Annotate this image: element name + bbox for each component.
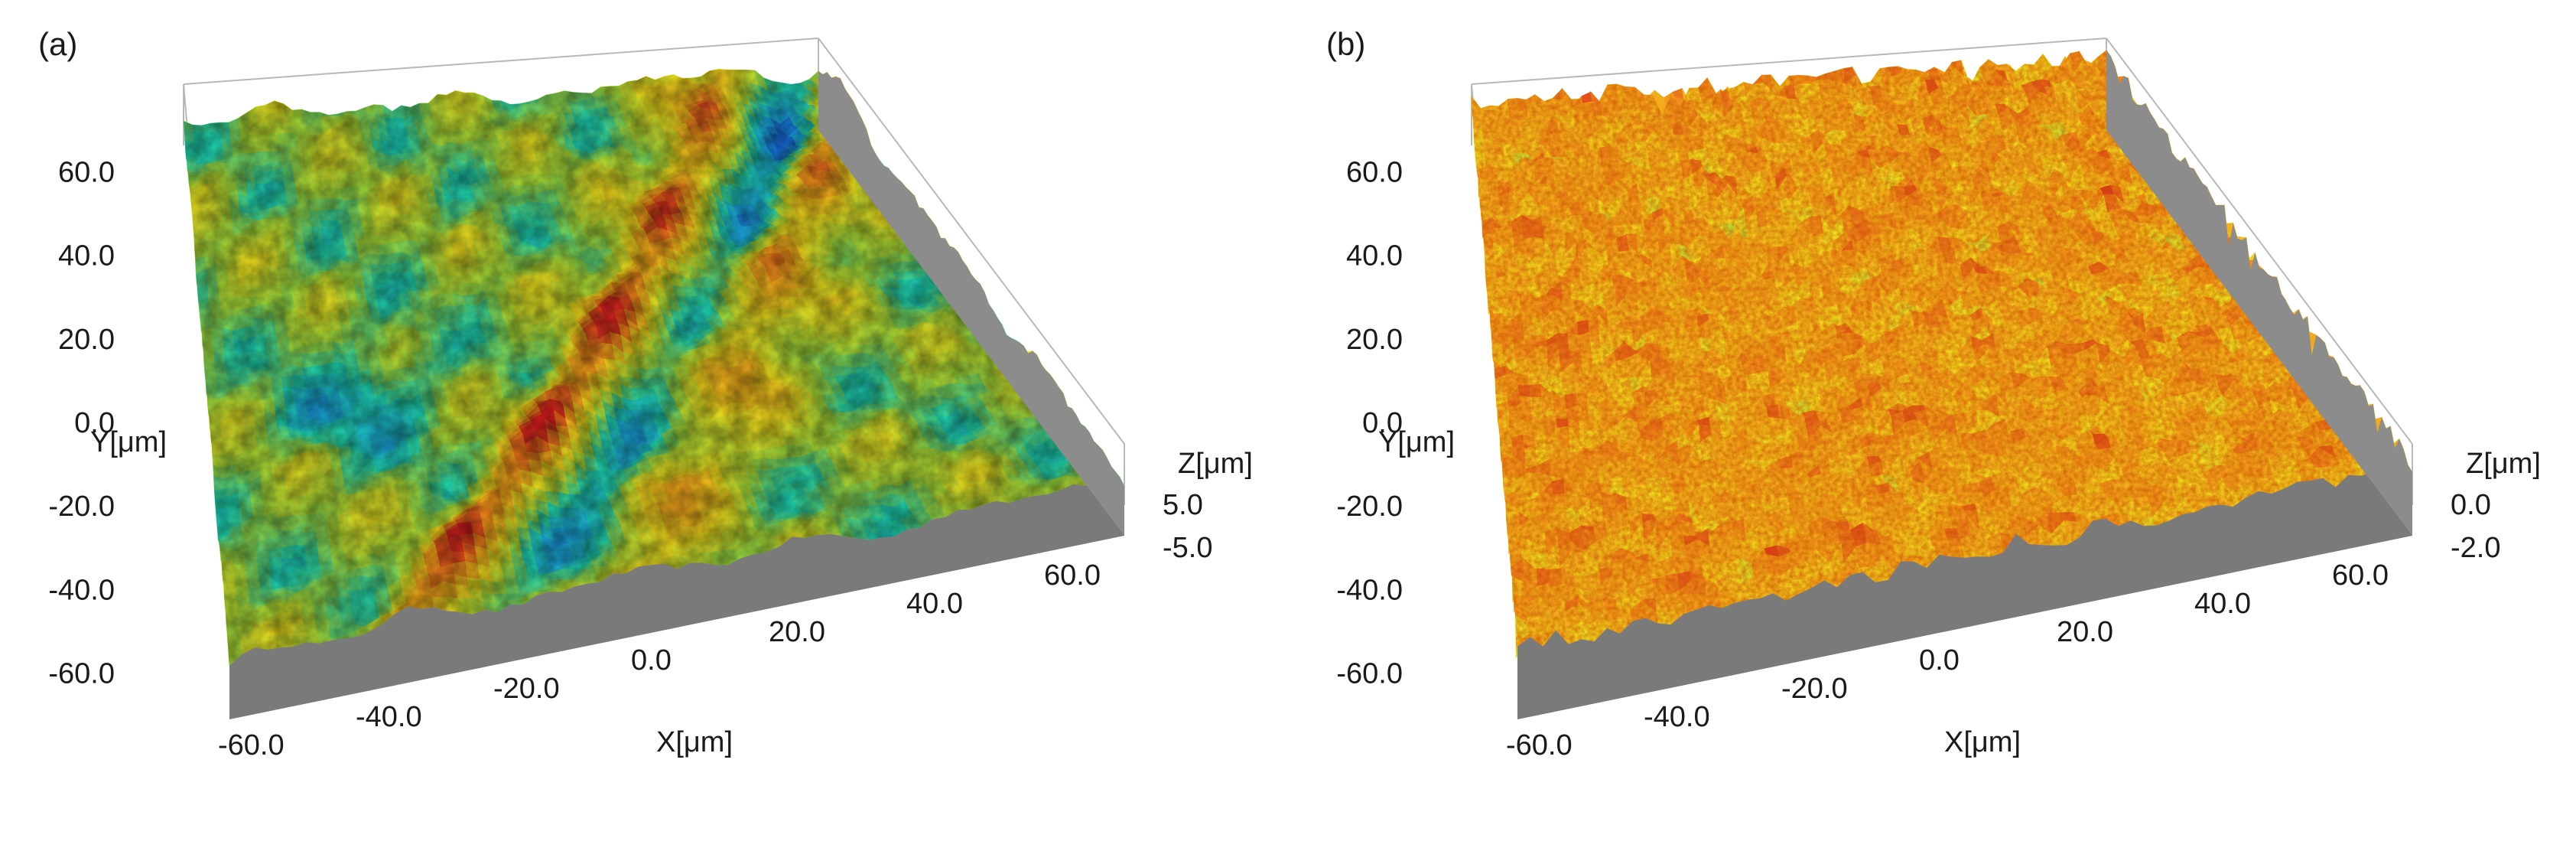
base-a [229,71,1124,719]
x-tick-label: -40.0 [356,701,422,733]
x-tick-label: -20.0 [493,673,560,705]
surface-plot-b: -60.0 -40.0 -20.0 0.0 20.0 40.0 60.0 -60.0 -40.0… [1288,0,2576,851]
y-tick-label: 60.0 [58,156,115,188]
z-tick-label: -5.0 [1163,532,1212,564]
z-axis-label-a: Z[μm] [1178,448,1253,480]
base-right-wall [818,71,1124,536]
ticks-a: -60.0 -40.0 -20.0 0.0 20.0 40.0 60.0 -60.0 -40.0… [48,156,1212,761]
x-axis-label-a: X[μm] [656,726,733,758]
surface-plot-a: -60.0 -40.0 -20.0 0.0 20.0 40.0 60.0 -60.0 -40.0… [38,26,1253,761]
panel-label-a: (a) [38,26,77,62]
y-tick-label: -60.0 [48,658,115,690]
frame-edge [2106,37,2413,445]
y-axis-label-a: Y[μm] [90,426,167,458]
frame-edge [1471,37,2107,85]
frame-edge [818,37,1125,445]
x-tick-label: 40.0 [906,588,963,620]
x-tick-label: 20.0 [769,616,825,648]
y-tick-label: -20.0 [48,491,115,523]
surface-plot-b-svg: -60.0-40.0-20.00.020.040.060.0-60.0-40.0… [1326,26,2541,761]
y-tick-label: 20.0 [58,324,115,356]
x-tick-label: 60.0 [1044,559,1101,592]
base-front-wall [229,484,1124,719]
frame-edge [183,37,819,85]
y-tick-label: 40.0 [58,240,115,272]
x-tick-label: -60.0 [218,729,285,761]
z-tick-label: 5.0 [1163,489,1203,521]
surface-plot-a-svg: -60.0 -40.0 -20.0 0.0 20.0 40.0 60.0 -60.0 -40.0… [38,26,1253,761]
x-tick-label: 0.0 [631,644,672,677]
y-tick-label: 0.0 [74,407,115,439]
y-tick-label: -40.0 [48,575,115,607]
